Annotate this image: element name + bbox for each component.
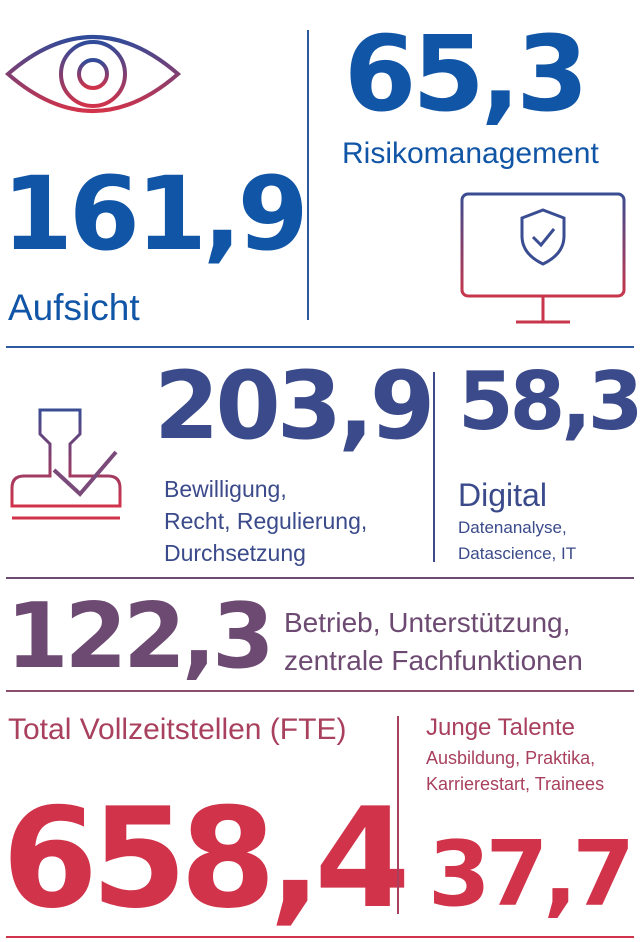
talente-label: Junge Talente [426,714,576,741]
monitor-shield-icon [460,192,626,324]
betrieb-line-2: zentrale Fachfunktionen [284,645,583,676]
bewilligung-value: 203,9 [154,352,435,461]
digital-line-2: Datascience, IT [458,544,577,563]
eye-icon [4,35,182,113]
divider-horizontal-2 [6,577,634,579]
divider-horizontal-3 [6,690,634,692]
bewilligung-line-3: Durchsetzung [164,540,306,566]
divider-vertical-2 [433,372,435,562]
risiko-value: 65,3 [344,13,589,135]
talente-value: 37,7 [428,822,635,927]
total-label: Total Vollzeitstellen (FTE) [8,713,347,746]
aufsicht-label: Aufsicht [8,287,140,328]
divider-horizontal-1 [6,346,634,348]
total-value: 658,4 [2,778,411,939]
divider-horizontal-4 [6,936,634,938]
talente-line-1: Ausbildung, Praktika, [426,748,596,768]
betrieb-value: 122,3 [6,584,275,689]
divider-vertical-1 [307,30,309,320]
talente-line-2: Karrierestart, Trainees [426,774,605,794]
digital-value: 58,3 [458,355,640,448]
bewilligung-line-2: Recht, Regulierung, [164,508,368,534]
stamp-check-icon [10,408,122,520]
digital-label: Digital [458,477,547,513]
divider-vertical-3 [397,716,399,914]
digital-line-1: Datenanalyse, [458,518,567,537]
betrieb-line-1: Betrieb, Unterstützung, [284,607,571,638]
aufsicht-value: 161,9 [2,155,309,274]
bewilligung-line-1: Bewilligung, [164,476,287,502]
risiko-label: Risikomanagement [342,137,599,170]
